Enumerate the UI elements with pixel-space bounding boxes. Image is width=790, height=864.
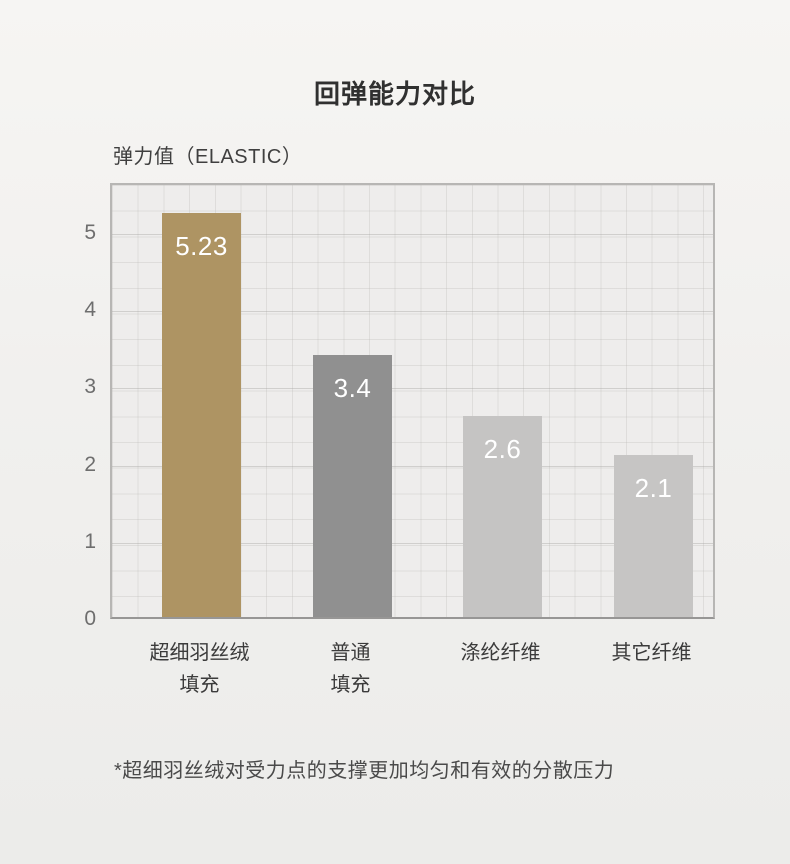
x-category-label-line: 超细羽丝绒 [149, 642, 250, 664]
x-category-label: 其它纤维 [567, 637, 737, 669]
y-axis-title: 弹力值（ELASTIC） [113, 146, 303, 168]
x-category-label-line: 涤纶纤维 [460, 642, 541, 664]
plot-area: 5.23 3.4 2.6 2.1 [110, 183, 715, 619]
bar-value-label: 2.6 [483, 434, 522, 465]
footnote-text: *超细羽丝绒对受力点的支撑更加均匀和有效的分散压力 [114, 760, 615, 782]
gridline-major [112, 542, 713, 544]
x-category-label-line: 填充 [179, 674, 220, 696]
bar-value-label: 5.23 [175, 231, 228, 262]
x-category-label-line: 填充 [330, 674, 371, 696]
x-category-label: 超细羽丝绒 填充 [115, 637, 285, 701]
y-tick-label: 1 [84, 529, 96, 553]
y-tick-label: 5 [84, 221, 96, 245]
y-tick-label: 4 [84, 298, 96, 322]
y-tick-label: 2 [84, 452, 96, 476]
gridline-major [112, 311, 713, 313]
x-category-label: 涤纶纤维 [416, 637, 586, 669]
bar-value-label: 2.1 [634, 472, 673, 503]
gridline-major [112, 388, 713, 390]
bar-1: 5.23 [162, 213, 241, 617]
gridline-major [112, 234, 713, 236]
bar-2: 3.4 [313, 354, 392, 617]
x-category-label: 普通 填充 [266, 637, 436, 701]
bar-value-label: 3.4 [333, 372, 372, 403]
y-tick-label: 0 [84, 607, 96, 630]
bar-4: 2.1 [614, 454, 693, 617]
bar-3: 2.6 [463, 416, 542, 617]
chart-title: 回弹能力对比 [313, 79, 476, 109]
x-category-label-line: 普通 [330, 642, 371, 664]
y-tick-label: 3 [84, 375, 96, 399]
gridline-major [112, 465, 713, 467]
x-category-label-line: 其它纤维 [611, 642, 692, 664]
